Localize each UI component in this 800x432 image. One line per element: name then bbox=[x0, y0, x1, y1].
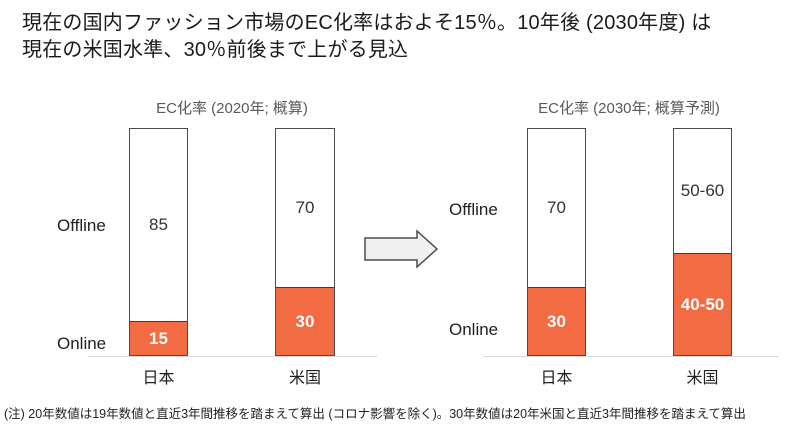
row-label-offline-2020: Offline bbox=[57, 216, 106, 235]
page-title-line1: 現在の国内ファッション市場のEC化率はおよそ15％。10年後 (2030年度) … bbox=[22, 12, 712, 34]
footnote: (注) 20年数値は19年数値と直近3年間推移を踏まえて算出 (コロナ影響を除く… bbox=[4, 407, 746, 421]
offline-value-us-2020: 70 bbox=[295, 198, 315, 218]
row-label-online-2030: Online bbox=[449, 320, 499, 339]
online-value-us-2030: 40-50 bbox=[680, 294, 725, 314]
row-label-offline-2030: Offline bbox=[449, 200, 498, 219]
row-label-online-2020: Online bbox=[57, 334, 107, 353]
online-value-japan-2020: 15 bbox=[149, 328, 168, 348]
category-label-us-2020: 米国 bbox=[288, 370, 321, 387]
x-axis-line-2030 bbox=[483, 356, 779, 357]
online-value-japan-2030: 30 bbox=[547, 311, 566, 331]
online-segment-japan-2030: 30 bbox=[528, 287, 585, 355]
x-axis-line-2020 bbox=[88, 356, 377, 357]
right-arrow-icon bbox=[364, 229, 439, 269]
category-label-japan-2030: 日本 bbox=[540, 370, 573, 387]
online-segment-japan-2020: 15 bbox=[130, 321, 187, 355]
offline-segment-japan-2020: 85 bbox=[130, 129, 187, 321]
online-value-us-2020: 30 bbox=[295, 311, 315, 331]
bar-japan-2030: 70 30 bbox=[527, 128, 586, 356]
online-segment-us-2020: 30 bbox=[276, 287, 334, 355]
bar-us-2030: 50-60 40-50 bbox=[673, 128, 732, 356]
bar-japan-2020: 85 15 bbox=[129, 128, 188, 356]
offline-segment-us-2020: 70 bbox=[276, 129, 334, 287]
bar-us-2020: 70 30 bbox=[275, 128, 335, 356]
category-label-japan-2020: 日本 bbox=[142, 370, 175, 387]
offline-value-us-2030: 50-60 bbox=[680, 181, 725, 201]
offline-value-japan-2020: 85 bbox=[149, 215, 168, 235]
offline-segment-japan-2030: 70 bbox=[528, 129, 585, 287]
chart-title-2030: EC化率 (2030年; 概算予測) bbox=[538, 100, 720, 117]
offline-value-japan-2030: 70 bbox=[547, 198, 566, 218]
chart-title-2020: EC化率 (2020年; 概算) bbox=[156, 100, 308, 117]
online-segment-us-2030: 40-50 bbox=[674, 253, 731, 355]
offline-segment-us-2030: 50-60 bbox=[674, 129, 731, 253]
page-title-line2: 現在の米国水準、30％前後まで上がる見込 bbox=[22, 39, 409, 61]
category-label-us-2030: 米国 bbox=[686, 370, 719, 387]
page-title: 現在の国内ファッション市場のEC化率はおよそ15％。10年後 (2030年度) … bbox=[22, 10, 711, 64]
